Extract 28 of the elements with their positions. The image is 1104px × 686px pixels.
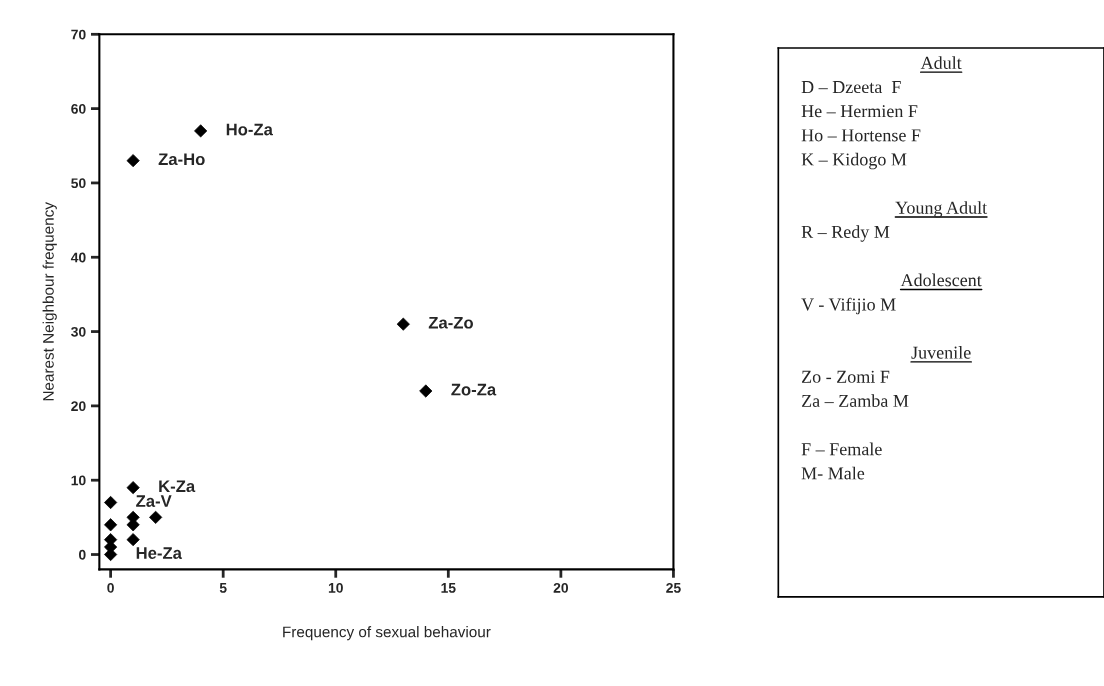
y-tick-label: 70 <box>71 29 86 40</box>
text: Juvenile Zo - Zomi F Za – Zamba M <box>801 346 971 408</box>
annotation: Za-Ho <box>158 153 205 166</box>
annotation: Za-Zo <box>428 316 473 329</box>
x-tick-label: 0 <box>107 582 114 593</box>
y-tick-label: 60 <box>71 103 86 114</box>
text: F – Female M- Male <box>801 442 882 480</box>
annotation: Zo-Za <box>451 383 497 396</box>
x-tick-label: 20 <box>553 582 569 593</box>
text: Adolescent V - Vifijio M <box>801 273 982 315</box>
annotation: K-Za <box>159 480 196 493</box>
annotation: He-Za <box>136 547 183 559</box>
x-tick-label: 5 <box>219 583 227 593</box>
y-tick-label: 40 <box>70 252 86 263</box>
text: Adult D – Dzeeta F He – Hermien F Ho – Hortense F K – Kidogo M <box>801 56 962 170</box>
x-axis-title: Frequency of sexual behaviour <box>283 626 491 641</box>
x-tick-label: 15 <box>441 583 456 593</box>
text: Young Adult R – Redy M <box>801 201 988 242</box>
y-tick-label: 0 <box>78 549 86 560</box>
annotation: Ho-Za <box>226 123 273 136</box>
x-tick-label: 10 <box>328 582 343 593</box>
y-tick-label: 20 <box>71 401 86 412</box>
y-axis-title: Nearest Neighbour frequency <box>42 202 57 401</box>
y-tick-label: 10 <box>71 475 86 486</box>
y-tick-label: 50 <box>71 178 86 189</box>
y-tick-label: 30 <box>71 326 86 337</box>
x-tick-label: 25 <box>666 582 681 593</box>
annotation: Za-V <box>136 495 172 507</box>
